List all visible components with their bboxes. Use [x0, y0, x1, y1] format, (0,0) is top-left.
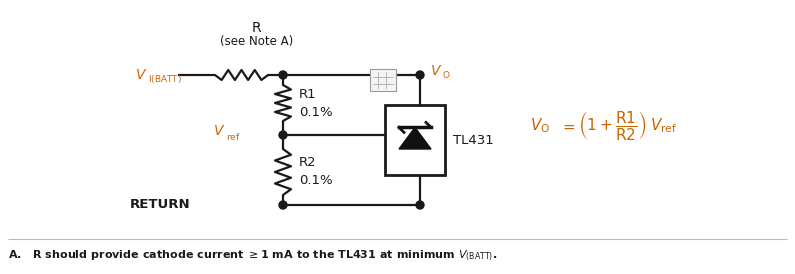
Circle shape	[279, 71, 287, 79]
Text: 0.1%: 0.1%	[299, 175, 332, 187]
Text: $\mathit{V}$: $\mathit{V}$	[213, 124, 225, 138]
Text: $\left(1+\dfrac{\mathsf{R1}}{\mathsf{R2}}\right)$: $\left(1+\dfrac{\mathsf{R1}}{\mathsf{R2}…	[578, 110, 646, 142]
Text: R: R	[252, 21, 262, 35]
Bar	[370, 69, 396, 91]
Text: $=$: $=$	[560, 118, 576, 133]
Circle shape	[279, 131, 287, 139]
Text: $\mathsf{O}$: $\mathsf{O}$	[442, 70, 451, 81]
Circle shape	[416, 201, 424, 209]
Text: TL431: TL431	[453, 133, 494, 147]
Text: (see Note A): (see Note A)	[220, 36, 293, 48]
Text: RETURN: RETURN	[130, 198, 191, 212]
Bar	[385, 105, 445, 175]
Text: R1: R1	[299, 87, 316, 101]
Text: $\mathit{V}$: $\mathit{V}$	[135, 68, 147, 82]
Text: 0.1%: 0.1%	[299, 105, 332, 118]
Text: A.   R should provide cathode current $\geq$1 mA to the TL431 at minimum $V_\mat: A. R should provide cathode current $\ge…	[8, 249, 498, 263]
Text: $\mathsf{I(BATT)}$: $\mathsf{I(BATT)}$	[148, 73, 182, 85]
Text: $\mathsf{ref}$: $\mathsf{ref}$	[226, 132, 241, 142]
Text: $\mathit{V}$: $\mathit{V}$	[430, 64, 442, 78]
Text: R2: R2	[299, 156, 316, 170]
Text: $V_\mathsf{ref}$: $V_\mathsf{ref}$	[650, 117, 677, 135]
Text: $V_\mathsf{O}$: $V_\mathsf{O}$	[530, 117, 550, 135]
Polygon shape	[399, 127, 431, 149]
Circle shape	[279, 201, 287, 209]
Circle shape	[416, 71, 424, 79]
